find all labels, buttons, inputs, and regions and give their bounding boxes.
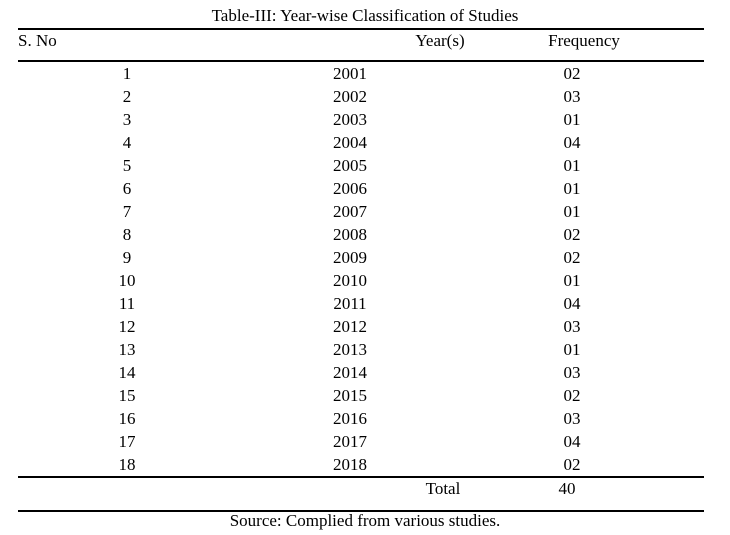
table-row: 6 2006 01 [18, 177, 704, 200]
cell-sno: 13 [118, 340, 136, 359]
cell-sno: 1 [122, 64, 132, 83]
table-row: 8 2008 02 [18, 223, 704, 246]
cell-sno: 11 [118, 294, 136, 313]
table-row: 2 2002 03 [18, 85, 704, 108]
cell-sno: 7 [122, 202, 132, 221]
table-row: 17 2017 04 [18, 430, 704, 453]
cell-frequency: 03 [563, 317, 581, 336]
cell-year: 2015 [333, 386, 367, 405]
total-value: 40 [558, 479, 576, 498]
cell-sno: 16 [118, 409, 136, 428]
cell-sno: 6 [122, 179, 132, 198]
cell-year: 2006 [333, 179, 367, 198]
cell-year: 2003 [333, 110, 367, 129]
table-row: 14 2014 03 [18, 361, 704, 384]
cell-frequency: 01 [563, 110, 581, 129]
table-row: 5 2005 01 [18, 154, 704, 177]
rule-below-total [18, 510, 704, 512]
cell-frequency: 03 [563, 87, 581, 106]
cell-year: 2011 [333, 294, 367, 313]
table-row: 16 2016 03 [18, 407, 704, 430]
cell-year: 2008 [333, 225, 367, 244]
cell-frequency: 04 [563, 133, 581, 152]
table-title: Table-III: Year-wise Classification of S… [211, 6, 519, 25]
cell-frequency: 01 [563, 179, 581, 198]
cell-frequency: 02 [563, 248, 581, 267]
table-row: 12 2012 03 [18, 315, 704, 338]
table-body: 1 2001 02 2 2002 03 3 2003 01 4 2004 04 5 2005 01 … [18, 62, 704, 476]
cell-frequency: 04 [563, 294, 581, 313]
cell-sno: 15 [118, 386, 136, 405]
cell-frequency: 01 [563, 340, 581, 359]
total-label: Total [425, 479, 461, 498]
table-row: 13 2013 01 [18, 338, 704, 361]
table-row: 4 2004 04 [18, 131, 704, 154]
cell-year: 2009 [333, 248, 367, 267]
cell-sno: 17 [118, 432, 136, 451]
cell-year: 2016 [333, 409, 367, 428]
cell-year: 2004 [333, 133, 367, 152]
table-row: 9 2009 02 [18, 246, 704, 269]
cell-year: 2013 [333, 340, 367, 359]
cell-year: 2012 [333, 317, 367, 336]
cell-frequency: 02 [563, 455, 581, 474]
cell-sno: 10 [118, 271, 136, 290]
cell-year: 2010 [333, 271, 367, 290]
rule-below-header [18, 60, 704, 62]
rule-below-title [18, 28, 704, 30]
cell-sno: 14 [118, 363, 136, 382]
cell-frequency: 01 [563, 156, 581, 175]
cell-frequency: 01 [563, 271, 581, 290]
cell-frequency: 01 [563, 202, 581, 221]
table-row: 1 2001 02 [18, 62, 704, 85]
table-row: 10 2010 01 [18, 269, 704, 292]
cell-sno: 2 [122, 87, 132, 106]
column-header-sno: S. No [18, 31, 57, 50]
table-row: 15 2015 02 [18, 384, 704, 407]
cell-year: 2018 [333, 455, 367, 474]
cell-sno: 12 [118, 317, 136, 336]
cell-frequency: 03 [563, 409, 581, 428]
cell-sno: 8 [122, 225, 132, 244]
cell-year: 2007 [333, 202, 367, 221]
cell-frequency: 03 [563, 363, 581, 382]
cell-frequency: 02 [563, 386, 581, 405]
table-total-row: Total 40 [18, 478, 704, 500]
cell-year: 2002 [333, 87, 367, 106]
cell-sno: 5 [122, 156, 132, 175]
table-row: 7 2007 01 [18, 200, 704, 223]
table-header-row: S. No Year(s) Frequency [18, 30, 704, 52]
table-row: 3 2003 01 [18, 108, 704, 131]
source-note: Source: Complied from various studies. [229, 511, 501, 530]
cell-year: 2014 [333, 363, 367, 382]
cell-frequency: 02 [563, 225, 581, 244]
cell-sno: 9 [122, 248, 132, 267]
table-row: 11 2011 04 [18, 292, 704, 315]
column-header-frequency: Frequency [548, 31, 620, 50]
cell-sno: 4 [122, 133, 132, 152]
cell-sno: 3 [122, 110, 132, 129]
cell-frequency: 04 [563, 432, 581, 451]
cell-year: 2017 [333, 432, 367, 451]
cell-year: 2005 [333, 156, 367, 175]
column-header-year: Year(s) [415, 31, 465, 50]
cell-sno: 18 [118, 455, 136, 474]
table-row: 18 2018 02 [18, 453, 704, 476]
rule-above-total [18, 476, 704, 478]
cell-year: 2001 [333, 64, 367, 83]
cell-frequency: 02 [563, 64, 581, 83]
